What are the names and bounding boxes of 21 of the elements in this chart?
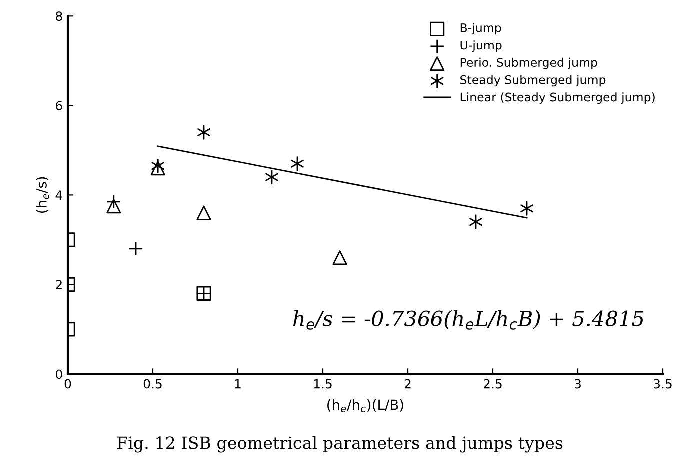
x-tick-label: 3 — [574, 379, 581, 389]
y-tick-label: 0 — [56, 370, 62, 380]
y-tick-label: 8 — [56, 12, 62, 22]
y-tick-label: 2 — [56, 280, 62, 290]
x-tick-label: 0.5 — [144, 379, 162, 389]
text: Fig. 12 ISB geometrical parameters and jumps types — [117, 436, 563, 453]
legend-label: U-jump — [460, 40, 502, 52]
annotation: h$_{e}$/s = -0.7366(h$_{e}$L/h$_{c}$B) + 5.4815 — [293, 310, 644, 330]
legend-label: Linear (Steady Submerged jump) — [460, 92, 655, 104]
x-tick-label: 0 — [64, 379, 72, 389]
x-axis-title: (h$_{e}$/h$_{c}$)(L/B) — [328, 400, 404, 412]
y-axis-title: (h$_{e}$/s) — [36, 177, 50, 214]
y-tick-label: 4 — [56, 190, 62, 200]
x-tick-label: 1.5 — [314, 379, 332, 389]
x-tick-label: 1 — [235, 379, 241, 389]
legend-label: Perio. Submerged jump — [460, 58, 598, 70]
x-tick-label: 2 — [404, 379, 411, 389]
y-tick-label: 6 — [56, 101, 62, 111]
legend-label: B-jump — [460, 23, 502, 35]
x-tick-label: 2.5 — [484, 379, 502, 389]
x-tick-label: 3.5 — [654, 379, 672, 389]
